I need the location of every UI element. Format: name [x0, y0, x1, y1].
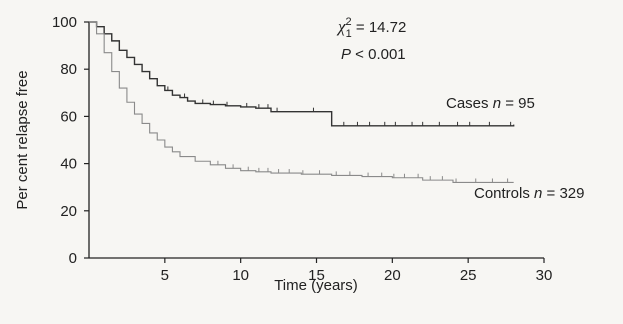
y-ticks: 0 20 40 60 80 100: [52, 14, 89, 267]
x-axis-title: Time (years): [274, 277, 358, 294]
controls-curve: [89, 21, 514, 184]
chi-square-annotation: χ2 1 = 14.72: [336, 16, 406, 40]
x-ticks: 5 10 15 20 25 30: [161, 258, 553, 284]
chi-value: = 14.72: [352, 19, 407, 36]
y-tick-label: 100: [52, 14, 77, 31]
y-tick-label: 40: [60, 156, 77, 173]
p-symbol: P: [341, 46, 351, 63]
x-tick-label: 20: [384, 267, 401, 284]
y-tick-label: 20: [60, 203, 77, 220]
controls-label: Controls: [474, 185, 534, 202]
chi-superscript: 2: [345, 16, 351, 28]
p-value: < 0.001: [351, 46, 406, 63]
cases-curve: [89, 21, 515, 127]
x-tick-label: 10: [232, 267, 249, 284]
legend-controls: Controls n = 329: [474, 185, 585, 202]
y-axis-title: Per cent relapse free: [14, 70, 31, 209]
legend-cases: Cases n = 95: [446, 95, 535, 112]
cases-label: Cases: [446, 95, 493, 112]
controls-n-value: = 329: [542, 185, 584, 202]
controls-n-symbol: n: [534, 185, 542, 202]
cases-n-symbol: n: [493, 95, 501, 112]
x-tick-label: 25: [460, 267, 477, 284]
chi-subscript: 1: [346, 28, 352, 40]
y-tick-label: 60: [60, 108, 77, 125]
x-tick-label: 30: [536, 267, 553, 284]
cases-n-value: = 95: [501, 95, 535, 112]
chi-symbol: χ: [336, 17, 346, 36]
series-layer: [89, 21, 515, 184]
p-value-annotation: P < 0.001: [341, 46, 406, 63]
y-tick-label: 0: [69, 250, 77, 267]
y-tick-label: 80: [60, 61, 77, 78]
x-tick-label: 15: [308, 267, 325, 284]
x-tick-label: 5: [161, 267, 169, 284]
